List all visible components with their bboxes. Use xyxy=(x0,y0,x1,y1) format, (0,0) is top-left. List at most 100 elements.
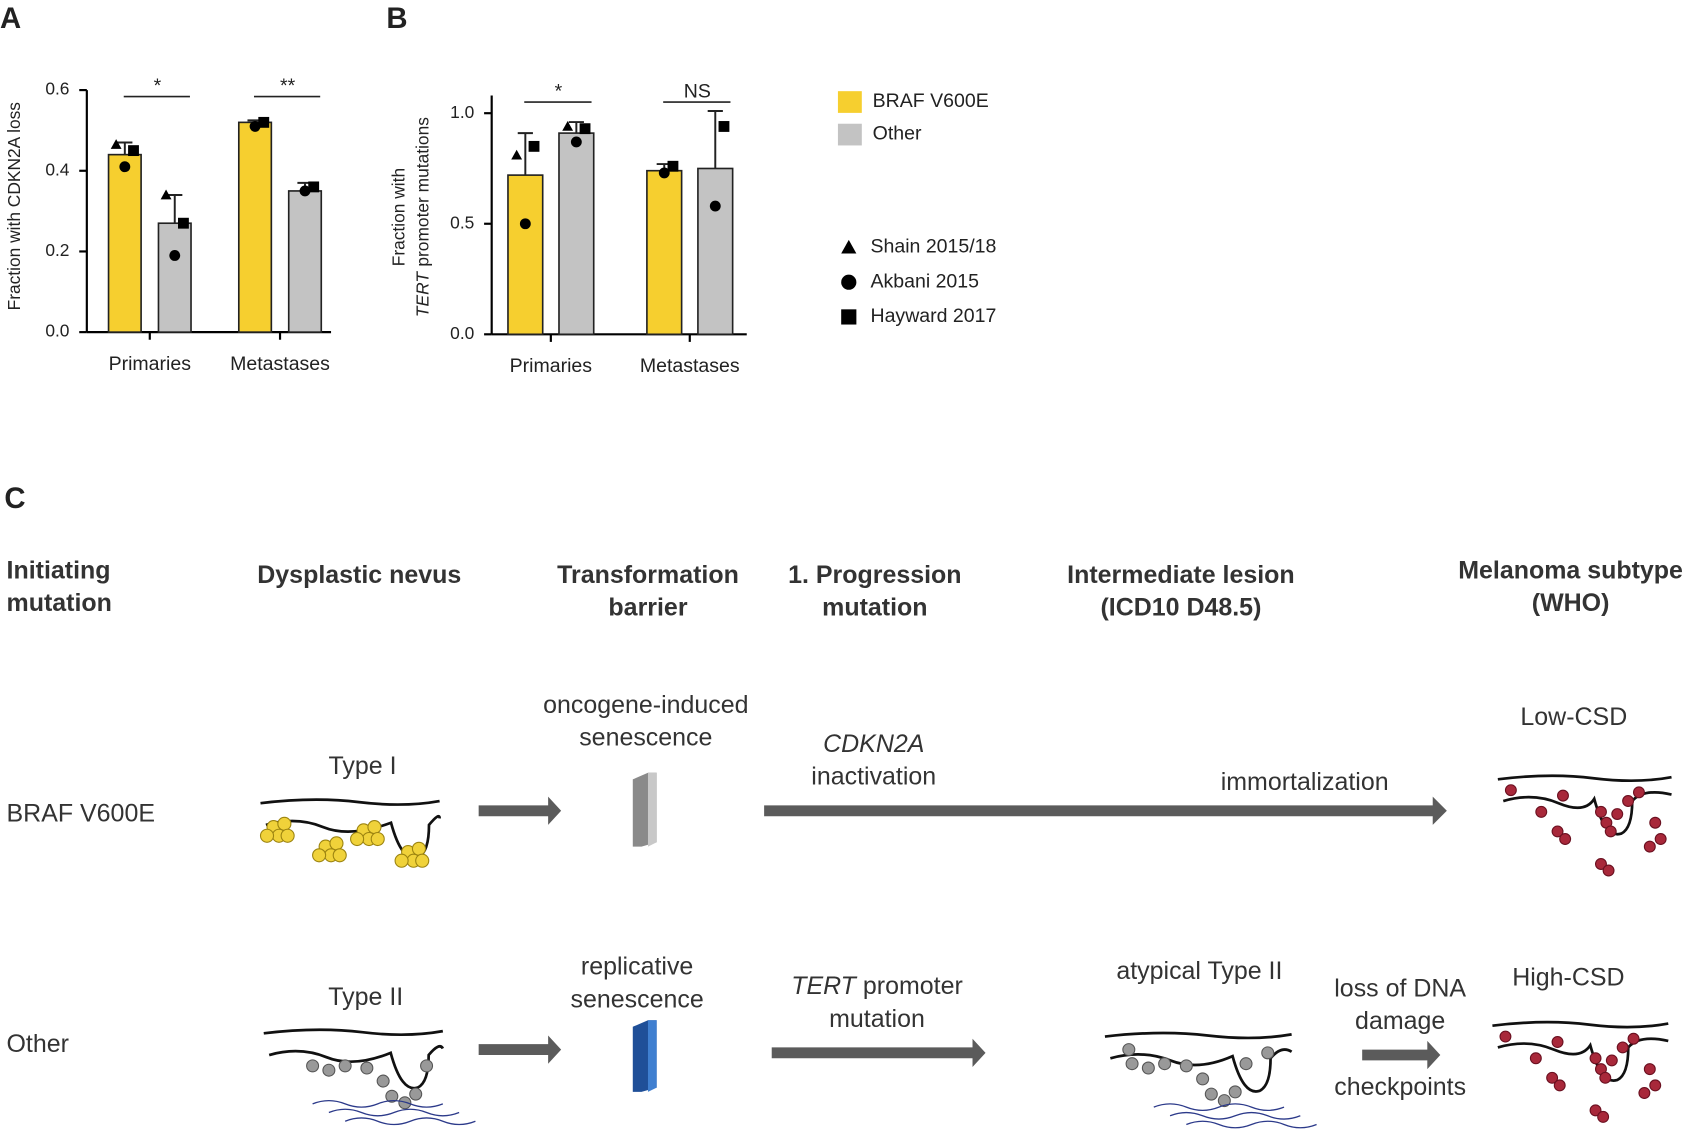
column-header: 1. Progression mutation xyxy=(788,560,962,621)
column-header: Intermediate lesion (ICD10 D48.5) xyxy=(1067,560,1295,621)
text: inactivation xyxy=(811,761,937,791)
cell xyxy=(1179,1059,1193,1073)
cell xyxy=(1649,816,1662,829)
panel-label: A xyxy=(0,2,22,35)
cell xyxy=(1535,805,1548,818)
barrier-label: oncogene-induced senescence xyxy=(543,690,749,752)
barriers xyxy=(632,772,657,1092)
skin-drawings xyxy=(259,774,1672,1129)
step-label: checkpoints xyxy=(1334,1072,1467,1101)
cell xyxy=(1589,1104,1602,1117)
cell xyxy=(385,1089,399,1103)
row-label: BRAF V600E xyxy=(6,798,155,828)
skin-surface xyxy=(1104,1031,1292,1040)
significance-label: * xyxy=(555,80,563,102)
arrow xyxy=(764,796,1447,825)
point xyxy=(528,140,540,152)
cell xyxy=(1654,833,1667,845)
point xyxy=(841,274,857,290)
cell xyxy=(376,1074,390,1088)
point xyxy=(178,217,189,229)
bar xyxy=(287,190,323,333)
label-text: promoter mutations xyxy=(412,117,432,267)
bar xyxy=(157,222,192,333)
error-bar xyxy=(517,132,533,176)
subtype-label: Low-CSD xyxy=(1520,702,1628,731)
cell xyxy=(1627,1032,1640,1045)
progression-label: CDKN2A inactivation xyxy=(776,727,971,792)
step-label: damage xyxy=(1355,1006,1446,1035)
column-header: Initiating mutation xyxy=(6,555,112,617)
step-label: immortalization xyxy=(1220,767,1389,796)
barrier-side xyxy=(647,772,657,847)
y-axis-label: Fraction with CDKN2A loss xyxy=(4,102,24,311)
cell xyxy=(1643,1063,1656,1076)
y-axis-label: Fraction withTERT promoter mutations xyxy=(388,117,432,317)
gene: CDKN2A xyxy=(823,729,925,758)
point xyxy=(841,309,857,325)
legend-swatch xyxy=(837,91,862,113)
cell xyxy=(1638,1087,1651,1099)
gene: TERT xyxy=(791,971,856,1000)
point xyxy=(308,181,320,193)
point xyxy=(519,218,531,230)
point xyxy=(299,185,311,197)
cell xyxy=(1546,1071,1559,1084)
legend-label: Other xyxy=(873,123,922,145)
cell xyxy=(280,828,295,843)
cell xyxy=(1529,1052,1542,1065)
significance-label: * xyxy=(154,75,162,97)
cell xyxy=(1622,795,1635,807)
progression-label: TERT promoter mutation xyxy=(763,969,991,1034)
cell xyxy=(1559,833,1572,845)
bar xyxy=(507,174,544,336)
cell xyxy=(277,816,292,831)
step-label: loss of DNA xyxy=(1334,973,1467,1002)
cell xyxy=(411,841,427,856)
cell xyxy=(332,848,347,863)
point xyxy=(169,250,181,261)
panel-label: C xyxy=(4,481,26,515)
skin-layer xyxy=(1502,791,1672,836)
cell xyxy=(394,853,409,868)
cell xyxy=(1125,1057,1139,1071)
column-header: Transformation barrier xyxy=(557,560,739,621)
cell xyxy=(360,1061,374,1075)
skin-layer xyxy=(265,814,441,860)
chart: 0.0 0.2 0.4 0.6 Fraction with CDKN2A loss Pri… xyxy=(4,75,332,375)
point xyxy=(718,121,730,132)
dermis-wave xyxy=(344,1117,476,1126)
cell xyxy=(370,831,385,847)
y-tick-label: 0.2 xyxy=(45,240,69,260)
point xyxy=(119,161,131,173)
cell xyxy=(1204,1087,1218,1101)
dermis-wave xyxy=(1186,1120,1317,1129)
label-line: Fraction with xyxy=(388,168,408,266)
cell xyxy=(367,820,382,835)
cell xyxy=(1597,1110,1610,1123)
point xyxy=(658,167,670,179)
legend-swatch xyxy=(837,123,862,146)
cell xyxy=(409,1087,423,1101)
x-tick-label: Metastases xyxy=(640,355,740,377)
point xyxy=(841,239,857,254)
y-tick-label: 0.5 xyxy=(450,212,474,232)
cell xyxy=(1605,1054,1618,1067)
skin-surface xyxy=(1497,774,1672,783)
cell xyxy=(1604,825,1617,838)
cell xyxy=(398,1096,412,1110)
cell xyxy=(312,848,327,863)
point xyxy=(709,200,721,212)
bar xyxy=(558,132,595,336)
cell xyxy=(1551,1036,1564,1048)
legend-label: BRAF V600E xyxy=(873,90,989,112)
row-label: Other xyxy=(6,1028,69,1058)
cell xyxy=(1589,1052,1602,1065)
barrier-side xyxy=(647,1020,657,1092)
point xyxy=(258,116,270,128)
cell xyxy=(1594,858,1607,870)
y-tick-label: 0.0 xyxy=(450,323,474,343)
legend-label: Shain 2015/18 xyxy=(870,236,996,258)
